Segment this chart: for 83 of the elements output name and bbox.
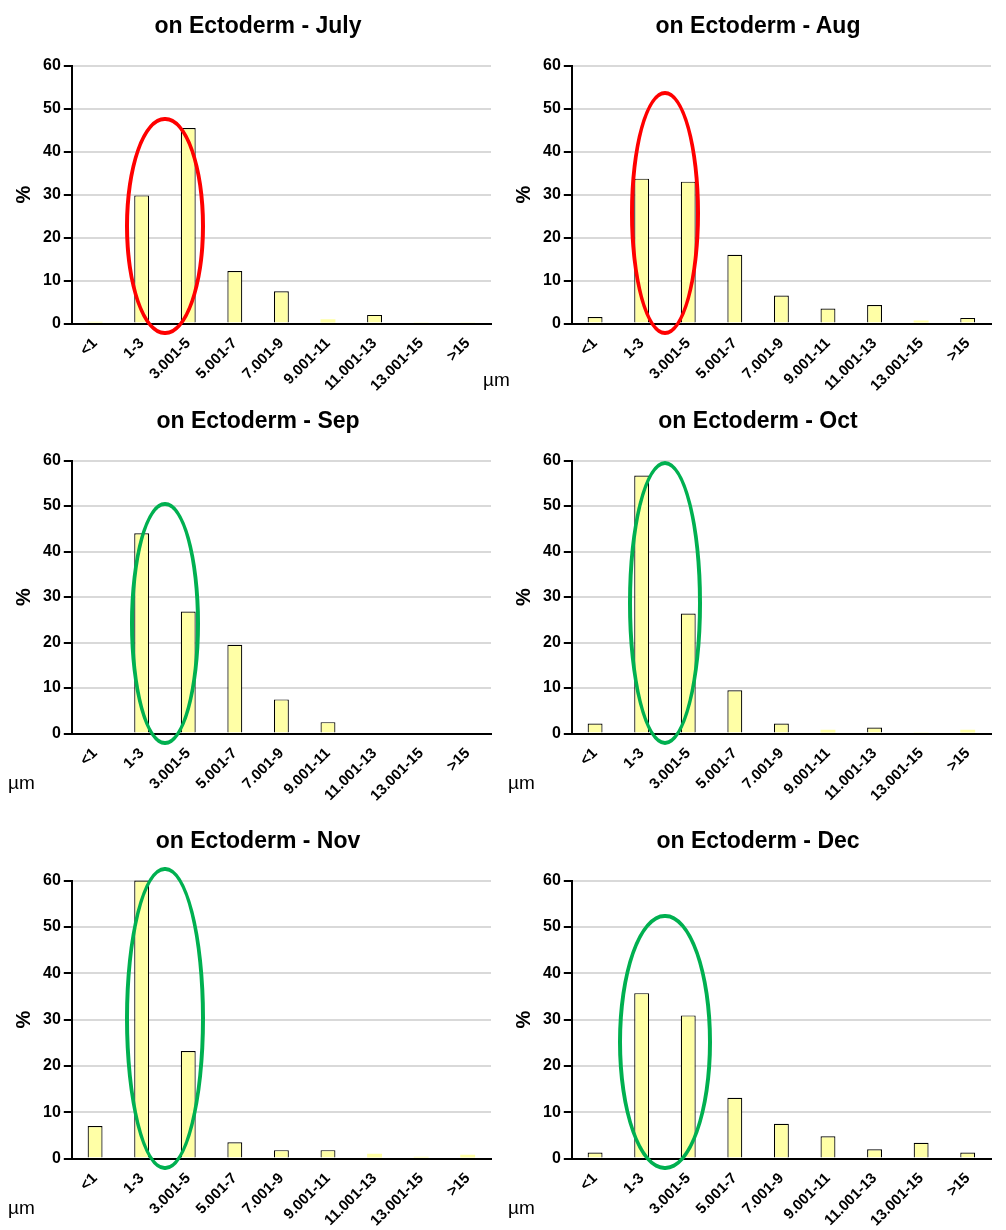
y-tick-label: 30 [543,587,561,605]
y-tick-label: 30 [43,587,61,605]
x-tick-label: >15 [942,743,973,774]
x-tick-label: 1-3 [619,743,647,772]
y-tick-label: 40 [43,541,61,559]
x-axis-title: µm [8,771,35,794]
y-tick-label: 40 [543,963,561,981]
y-tick-label: 50 [543,496,561,514]
y-tick-label: 50 [543,98,561,116]
x-tick-label: <1 [576,743,601,769]
x-tick-label: <1 [576,333,601,359]
bar [820,729,836,733]
y-tick-label: 20 [43,1056,61,1074]
y-tick-label: 20 [43,227,61,245]
x-axis-title: µm [508,771,535,794]
bar [913,320,929,323]
y-tick-label: 60 [543,871,561,889]
x-tick-label: 1-3 [119,1168,147,1197]
x-tick-label: <1 [576,1168,601,1194]
y-tick-label: 40 [543,141,561,159]
y-tick-label: 30 [543,1009,561,1027]
y-axis-title: % [11,587,34,606]
y-axis-title: % [11,185,34,204]
x-axis-title: µm [8,1196,35,1219]
y-tick-label: 0 [51,723,61,741]
x-tick-label: 1-3 [119,333,147,362]
y-tick-label: 20 [543,632,561,650]
x-tick-label: >15 [442,743,473,774]
x-tick-label: >15 [442,1168,473,1199]
y-tick-label: 10 [543,678,561,696]
y-tick-label: 50 [543,917,561,935]
y-tick-label: 40 [43,141,61,159]
y-tick-label: 60 [43,871,61,889]
y-tick-label: 40 [543,541,561,559]
chart-title: on Ectoderm - Aug [654,12,862,39]
y-tick-label: 50 [43,98,61,116]
y-tick-label: 30 [43,1009,61,1027]
y-tick-label: 50 [43,496,61,514]
chart-title: on Ectoderm - July [153,12,363,39]
y-tick-label: 20 [543,1056,561,1074]
y-tick-label: 60 [43,451,61,469]
y-tick-label: 60 [43,56,61,74]
x-tick-label: <1 [76,743,101,769]
y-tick-label: 50 [43,917,61,935]
x-tick-label: >15 [442,333,473,364]
x-tick-label: 1-3 [619,333,647,362]
y-tick-label: 30 [43,184,61,202]
y-tick-label: 10 [543,1102,561,1120]
y-tick-label: 10 [43,678,61,696]
bar [367,1153,383,1158]
x-tick-label: <1 [76,333,101,359]
y-tick-label: 20 [43,632,61,650]
y-axis-title: % [511,1010,534,1029]
y-tick-label: 10 [43,1102,61,1120]
x-axis-title: µm [508,1196,535,1219]
y-tick-label: 40 [43,963,61,981]
y-axis-title: % [511,587,534,606]
y-tick-label: 0 [51,1148,61,1166]
x-axis-title: µm [483,368,510,391]
y-axis-title: % [511,185,534,204]
y-tick-label: 10 [43,270,61,288]
y-tick-label: 0 [551,1148,561,1166]
y-tick-label: 60 [543,451,561,469]
y-tick-label: 60 [543,56,561,74]
bar [460,1154,476,1158]
y-tick-label: 10 [543,270,561,288]
chart-title: on Ectoderm - Nov [154,827,362,854]
y-axis-title: % [11,1010,34,1029]
chart-title: on Ectoderm - Dec [655,827,861,854]
y-tick-label: 20 [543,227,561,245]
x-tick-label: <1 [76,1168,101,1194]
chart-title: on Ectoderm - Sep [155,407,361,434]
y-tick-label: 0 [551,723,561,741]
x-tick-label: >15 [942,1168,973,1199]
bar [320,319,336,323]
bar [960,729,976,733]
x-tick-label: >15 [942,333,973,364]
y-tick-label: 0 [51,313,61,331]
chart-title: on Ectoderm - Oct [657,407,859,434]
y-tick-label: 0 [551,313,561,331]
x-tick-label: 1-3 [119,743,147,772]
y-tick-label: 30 [543,184,561,202]
x-tick-label: 1-3 [619,1168,647,1197]
